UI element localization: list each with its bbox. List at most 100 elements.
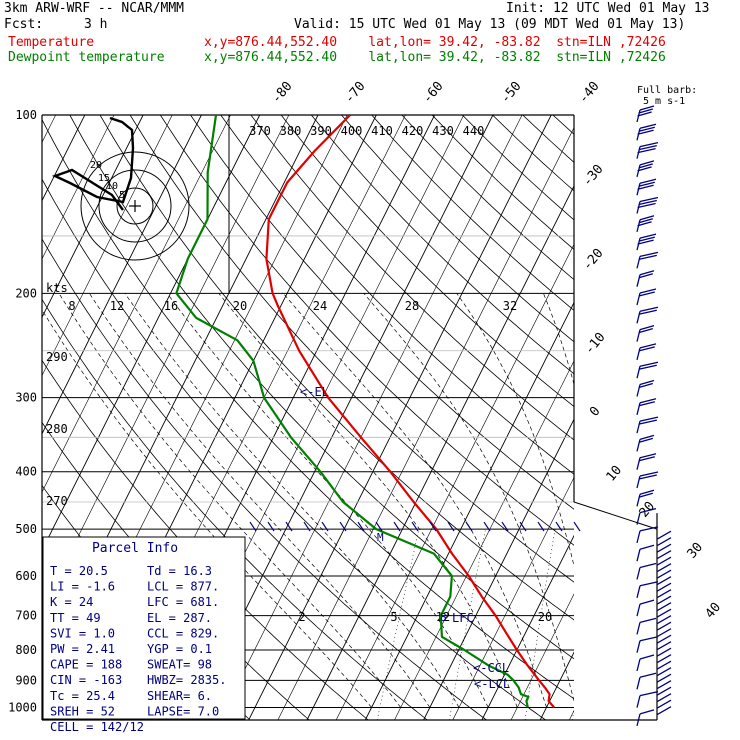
- isotherm-line: [219, 115, 523, 720]
- isotherm-label: -30: [580, 162, 607, 190]
- wind-barb-feather: [638, 126, 655, 132]
- wind-barb: [636, 292, 641, 306]
- wind-barb: [636, 384, 641, 397]
- level-wind-tick: [411, 521, 419, 532]
- hodograph-trace: [51, 116, 135, 211]
- wind-barb-feather: [639, 105, 655, 111]
- dry-adiabat-line: [159, 115, 574, 546]
- wind-barb-lower: [656, 589, 672, 599]
- isotherm-line: [481, 534, 574, 720]
- parcel-info-title: Parcel Info: [92, 541, 178, 556]
- parcel-info-cell: CELL = 142/12: [50, 720, 144, 734]
- dry-adiabat-line: [310, 115, 574, 375]
- dry-adiabat-line: [401, 115, 574, 281]
- wind-barb: [636, 439, 641, 452]
- wind-barb-lower: [656, 647, 672, 657]
- wind-barb-lower: [656, 654, 672, 664]
- wind-barb-lower: [656, 699, 672, 709]
- wind-barb-feather: [639, 690, 659, 697]
- dry-adiabat-line: [99, 115, 574, 621]
- wind-barb-feather: [637, 166, 652, 172]
- parcel-info-left: Tc = 25.4: [50, 689, 115, 703]
- isotherm-line: [715, 115, 740, 720]
- wind-barbs: Full barb:5 m s-1: [249, 85, 697, 727]
- theta-label: 410: [371, 124, 393, 138]
- wind-barb-feather: [637, 129, 654, 135]
- parcel-info-right: CCL = 829.: [147, 626, 219, 640]
- wind-barb-lower: [656, 628, 672, 638]
- wind-barb-feather: [639, 562, 657, 569]
- isotherm-line: [42, 115, 173, 377]
- isotherm-line: [277, 127, 574, 720]
- wind-barb-feather: [637, 202, 656, 209]
- wind-barb-lower: [656, 576, 672, 586]
- hodograph-units: kts: [46, 281, 68, 295]
- mixing-ratio-line: [376, 529, 420, 720]
- dry-adiabat-label: 280: [46, 422, 68, 436]
- isotherm-label: -50: [498, 79, 525, 107]
- wind-barb-lower: [656, 563, 672, 573]
- wind-barb-feather: [639, 599, 655, 605]
- wind-barb-feather: [639, 471, 659, 477]
- level-wind-tick: [429, 521, 437, 532]
- pressure-tick-label: 200: [15, 286, 37, 300]
- parcel-info-left: T = 20.5: [50, 564, 108, 578]
- wind-barb-feather: [638, 474, 657, 480]
- wind-barb: [636, 677, 641, 690]
- wind-barb: [636, 622, 641, 635]
- theta-label: 440: [463, 124, 485, 138]
- wind-barb-feather: [638, 419, 657, 425]
- wind-barb-feather: [638, 364, 657, 370]
- isotherm-line: [452, 476, 574, 720]
- wind-barb-lower: [656, 569, 672, 579]
- wind-barb-feather: [639, 233, 657, 239]
- isotherm-label: 10: [604, 463, 626, 485]
- wind-barb: [636, 311, 641, 324]
- hodograph-ring: [80, 151, 190, 261]
- model-title: 3km ARW-WRF -- NCAR/MMM: [4, 1, 185, 16]
- dry-adiabat-line: [69, 115, 574, 660]
- parcel-info-right: HWBZ= 2835.: [147, 673, 226, 687]
- parcel-info-right: SWEAT= 98: [147, 658, 212, 672]
- parcel-info-left: SVI = 1.0: [50, 626, 115, 640]
- wind-barb-feather: [638, 254, 657, 261]
- wind-barb-feather: [639, 416, 659, 422]
- wind-barb-feather: [639, 123, 657, 129]
- isotherm-line: [42, 115, 202, 435]
- theta-label: 380: [280, 124, 302, 138]
- dry-adiabat-line: [431, 115, 574, 250]
- wind-barb-feather: [639, 270, 655, 276]
- wind-barb-feather: [638, 437, 653, 444]
- wind-barb-feather: [638, 273, 653, 279]
- wind-barb-feather: [638, 163, 653, 169]
- level-wind-tick: [249, 521, 257, 532]
- wind-barb-feather: [637, 239, 654, 245]
- parcel-info-left: PW = 2.41: [50, 642, 115, 656]
- wind-barb-feather: [638, 346, 655, 352]
- wind-barb-feather: [639, 654, 655, 660]
- parcel-info-left: CIN = -163: [50, 673, 122, 687]
- wind-barb-feather: [639, 324, 655, 331]
- isotherm-label: -60: [420, 79, 447, 107]
- isotherm-label: -10: [582, 330, 609, 358]
- isotherm-label: 0: [587, 404, 604, 420]
- wind-barb-lower: [656, 595, 672, 605]
- legend-temperature-info: x,y=876.44,552.40 lat,lon= 39.42, -83.82…: [204, 35, 666, 50]
- wind-barb-lower: [656, 693, 672, 703]
- wind-barb-feather: [637, 111, 652, 117]
- wind-barb: [636, 695, 641, 708]
- level-annotation: LFC: [452, 611, 474, 625]
- annotations: <-EL LFC <-CCL <-LCL M 8: [300, 385, 510, 691]
- wind-barb-feather: [638, 382, 653, 389]
- pressure-tick-label: 1000: [8, 700, 37, 714]
- frame-diagonal: [573, 501, 658, 530]
- pressure-tick-label: 100: [15, 108, 37, 122]
- isotherm-label: 20: [637, 499, 659, 521]
- wind-barb-feather: [639, 489, 655, 495]
- mixing-ratio-label: 8: [68, 299, 75, 313]
- wind-barb-feather: [639, 636, 659, 642]
- temperature-trace: [265, 115, 555, 709]
- wind-barb: [636, 640, 641, 653]
- wind-barb-feather: [639, 288, 657, 294]
- wind-barb-feather: [639, 617, 657, 624]
